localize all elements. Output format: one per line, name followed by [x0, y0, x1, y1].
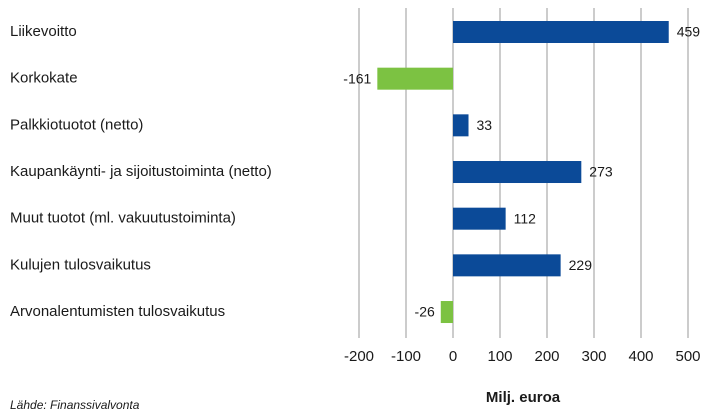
bar	[440, 301, 453, 324]
x-tick-label: 0	[449, 348, 457, 365]
x-tick-label: 500	[675, 348, 700, 365]
bar	[453, 114, 469, 137]
x-tick-label: 200	[534, 348, 559, 365]
x-axis-label: Milj. euroa	[486, 389, 561, 406]
bar	[453, 161, 582, 184]
category-label: Kaupankäynti- ja sijoitustoiminta (netto…	[10, 163, 272, 180]
value-label: 459	[677, 24, 701, 40]
x-tick-label: -100	[391, 348, 421, 365]
bar	[453, 207, 506, 230]
category-label: Palkkiotuotot (netto)	[10, 116, 143, 133]
category-label: Liikevoitto	[10, 23, 77, 40]
value-label: 112	[514, 210, 537, 226]
bar	[377, 67, 453, 90]
x-tick-label: -200	[344, 348, 374, 365]
value-label: 33	[477, 117, 493, 133]
category-label: Muut tuotot (ml. vakuutustoiminta)	[10, 210, 236, 227]
value-label: -161	[343, 70, 371, 86]
category-label: Arvonalentumisten tulosvaikutus	[10, 303, 225, 320]
value-label: 229	[569, 257, 593, 273]
source: Lähde: Finanssivalvonta	[10, 398, 140, 411]
value-label: -26	[415, 304, 435, 320]
bar	[453, 254, 561, 277]
x-tick-label: 100	[487, 348, 512, 365]
x-tick-label: 300	[581, 348, 606, 365]
bar	[453, 21, 669, 43]
value-label: 273	[589, 164, 613, 180]
category-label: Kulujen tulosvaikutus	[10, 256, 151, 273]
x-tick-label: 400	[628, 348, 653, 365]
category-label: Korkokate	[10, 70, 78, 87]
